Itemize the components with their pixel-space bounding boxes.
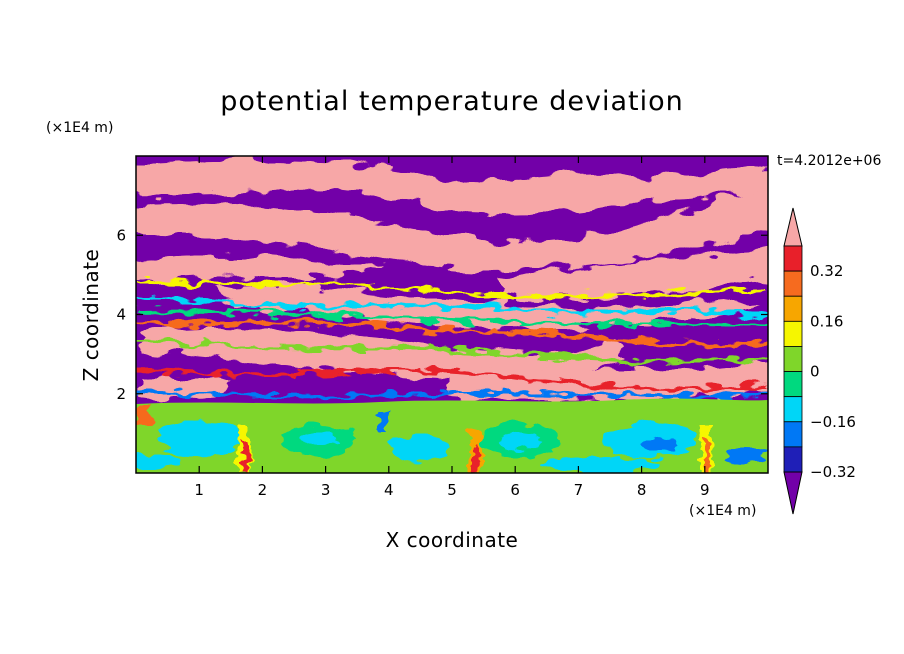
- colorbar-box: [783, 270, 803, 297]
- eddy: [500, 431, 540, 449]
- y-tick-label: 2: [116, 385, 126, 403]
- x-tick-label: 6: [510, 481, 520, 499]
- time-label: t=4.2012e+06: [777, 153, 882, 169]
- x-tick-label: 2: [258, 481, 268, 499]
- edge: [136, 390, 768, 399]
- x-unit-label: (×1E4 m): [689, 503, 757, 519]
- x-axis-title: X coordinate: [385, 528, 519, 552]
- y-tick-label: 6: [116, 226, 126, 244]
- y-ticks: 2 4 6: [116, 226, 768, 403]
- x-tick-label: 9: [700, 481, 710, 499]
- plot-area: [136, 156, 768, 473]
- eddy: [158, 420, 242, 456]
- colorbar-box: [783, 245, 803, 272]
- x-tick-label: 8: [637, 481, 647, 499]
- colorbar-top-arrow: [783, 207, 803, 247]
- edge: [136, 368, 768, 391]
- chart-title: potential temperature deviation: [220, 86, 684, 117]
- colorbar-box: [783, 396, 803, 423]
- eddy: [644, 437, 676, 451]
- x-tick-label: 1: [194, 481, 204, 499]
- x-ticks: 1 2 3 4 5 6 7 8 9: [194, 156, 710, 499]
- colorbar-box: [783, 320, 803, 347]
- colorbar-label: 0: [810, 363, 820, 381]
- plume: [704, 440, 709, 473]
- plume: [242, 440, 248, 473]
- colorbar: 0.32 0.16 0 −0.16 −0.32: [783, 207, 856, 515]
- colorbar-label: −0.32: [810, 463, 856, 481]
- pink-layer: [136, 187, 768, 270]
- y-tick-label: 4: [116, 306, 126, 324]
- green-layer: [136, 398, 768, 473]
- eddy: [390, 434, 450, 462]
- colorbar-label: −0.16: [810, 413, 856, 431]
- colorbar-label: 0.16: [810, 312, 843, 330]
- pink-layer: [136, 159, 768, 216]
- eddy: [136, 454, 180, 470]
- edge: [136, 309, 768, 328]
- layer-edges: [136, 280, 768, 399]
- x-tick-label: 3: [321, 481, 331, 499]
- x-tick-label: 7: [574, 481, 584, 499]
- upper-layers: [136, 159, 768, 401]
- plume: [136, 405, 152, 425]
- edge: [136, 338, 768, 364]
- colorbar-label: 0.32: [810, 262, 843, 280]
- x-tick-label: 5: [447, 481, 457, 499]
- colorbar-box: [783, 295, 803, 322]
- pink-layer: [136, 255, 380, 284]
- colorbar-box: [783, 371, 803, 398]
- colorbar-bottom-arrow: [783, 471, 803, 515]
- lower-region: [136, 398, 768, 473]
- colorbar-box: [783, 421, 803, 448]
- colorbar-box: [783, 346, 803, 372]
- edge: [136, 280, 768, 299]
- eddy: [302, 432, 338, 448]
- edge: [136, 294, 768, 318]
- plume: [378, 410, 388, 432]
- plume: [473, 445, 479, 473]
- y-unit-label: (×1E4 m): [46, 120, 114, 136]
- pink-layer: [140, 325, 620, 381]
- x-tick-label: 4: [384, 481, 394, 499]
- eddy: [725, 446, 765, 464]
- eddies: [136, 405, 765, 473]
- eddy: [540, 457, 660, 473]
- pink-layer: [450, 362, 768, 401]
- edge: [136, 320, 768, 347]
- colorbar-box: [783, 446, 803, 473]
- pink-layer: [500, 248, 768, 301]
